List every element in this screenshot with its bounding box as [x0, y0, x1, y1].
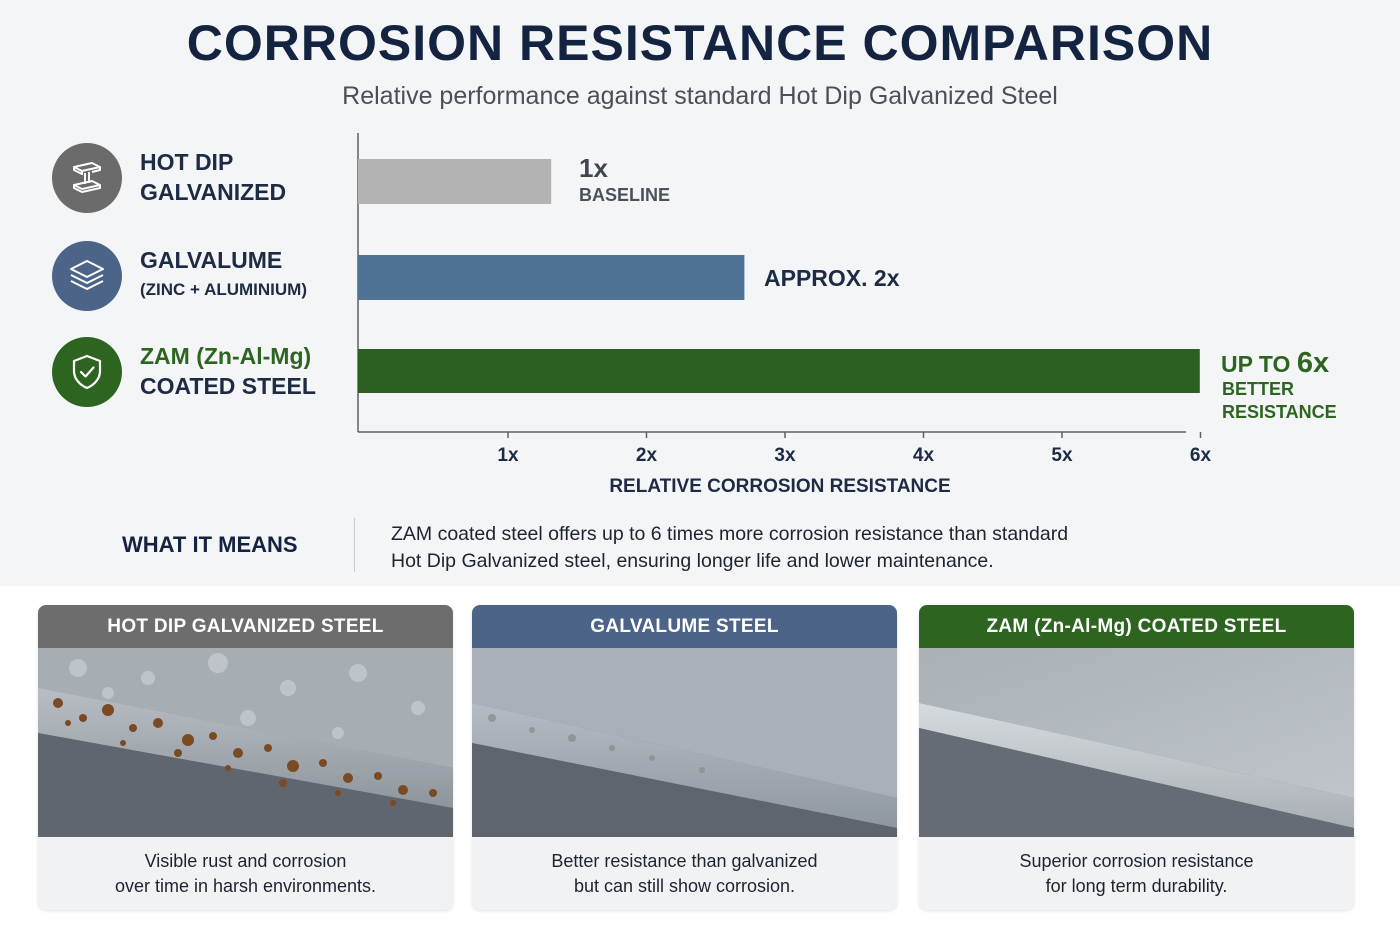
card-caption-line-1: Better resistance than galvanized: [551, 851, 818, 871]
bar-sublabel-zam-2: RESISTANCE: [1222, 402, 1337, 422]
card-galvalume: GALVALUME STEEL Better resistance than g…: [472, 605, 897, 910]
x-tick-label: 6x: [1190, 445, 1212, 466]
what-it-means-section: WHAT IT MEANS ZAM coated steel offers up…: [0, 512, 1400, 582]
what-it-means-line-1: ZAM coated steel offers up to 6 times mo…: [391, 523, 1069, 545]
x-tick-label: 3x: [774, 445, 796, 466]
x-tick-label: 4x: [913, 445, 935, 466]
card-caption-line-1: Visible rust and corrosion: [144, 851, 347, 871]
row-title: GALVALUME: [140, 247, 283, 273]
card-title: HOT DIP GALVANIZED STEEL: [38, 605, 453, 648]
card-caption: Better resistance than galvanized but ca…: [472, 837, 897, 899]
card-caption: Visible rust and corrosion over time in …: [38, 837, 453, 899]
row-title: ZAM (Zn-Al-Mg): [140, 343, 312, 369]
page-title: CORROSION RESISTANCE COMPARISON: [186, 15, 1214, 71]
bar-3: [358, 349, 1200, 393]
layers-icon: [52, 241, 122, 311]
bar-label-zam-value: 6x: [1296, 347, 1330, 379]
bar-label-zam-prefix: UP TO: [1221, 351, 1297, 377]
bar-1: [358, 159, 552, 204]
zam-steel-image: [919, 648, 1354, 837]
bar-label-galvalume: APPROX. 2x: [764, 265, 900, 291]
card-caption: Superior corrosion resistance for long t…: [919, 837, 1354, 899]
x-tick-label: 5x: [1051, 445, 1073, 466]
rusted-steel-image: [38, 648, 453, 837]
bar-sublabel-hot-dip: BASELINE: [579, 185, 671, 205]
card-caption-line-1: Superior corrosion resistance: [1019, 851, 1254, 871]
what-it-means-line-2: Hot Dip Galvanized steel, ensuring longe…: [391, 550, 994, 572]
galvalume-steel-image: [472, 648, 897, 837]
divider: [354, 518, 355, 572]
x-axis-title: RELATIVE CORROSION RESISTANCE: [609, 476, 951, 497]
row-title: HOT DIP: [140, 149, 234, 175]
what-it-means-text: ZAM coated steel offers up to 6 times mo…: [391, 521, 1171, 575]
card-zam: ZAM (Zn-Al-Mg) COATED STEEL Superior cor…: [919, 605, 1354, 910]
card-caption-line-2: for long term durability.: [1045, 876, 1228, 896]
what-it-means-title: WHAT IT MEANS: [122, 532, 298, 557]
bar-sublabel-zam-1: BETTER: [1222, 379, 1294, 399]
x-tick-label: 2x: [636, 445, 658, 466]
bar-chart: 1x 2x 3x 4x 5x 6x: [357, 133, 1212, 466]
card-hot-dip: HOT DIP GALVANIZED STEEL: [38, 605, 453, 910]
shield-check-icon: [52, 337, 122, 407]
row-subtitle: GALVANIZED: [140, 179, 287, 205]
card-caption-line-2: but can still show corrosion.: [573, 876, 796, 896]
page-subtitle: Relative performance against standard Ho…: [342, 82, 1058, 110]
x-tick-label: 1x: [497, 445, 519, 466]
bar-2: [358, 255, 745, 300]
row-subtitle: (ZINC + ALUMINIUM): [140, 280, 307, 299]
row-subtitle: COATED STEEL: [140, 373, 316, 399]
bar-label-hot-dip: 1x: [579, 153, 608, 183]
card-title: GALVALUME STEEL: [472, 605, 897, 648]
card-title: ZAM (Zn-Al-Mg) COATED STEEL: [919, 605, 1354, 648]
card-caption-line-2: over time in harsh environments.: [114, 876, 377, 896]
steel-beam-icon: [52, 143, 122, 213]
bar-label-zam: UP TO 6x: [1221, 347, 1329, 380]
